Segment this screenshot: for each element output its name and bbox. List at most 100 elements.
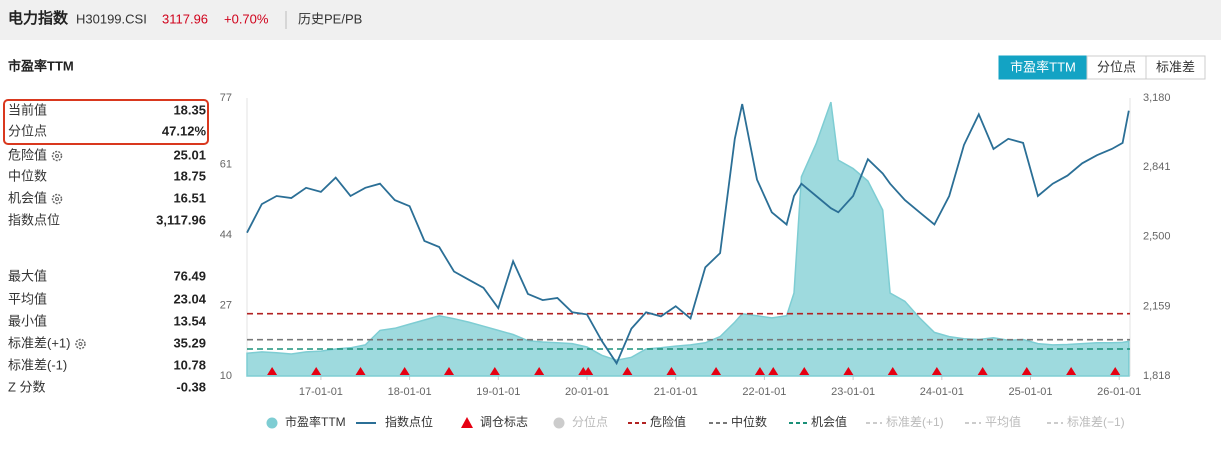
tab-label[interactable]: 市盈率TTM — [1010, 59, 1076, 74]
legend-label[interactable]: 机会值 — [811, 414, 847, 429]
gear-icon[interactable] — [78, 342, 83, 346]
stat-value: 10.78 — [173, 357, 206, 372]
stat-label: 指数点位 — [8, 212, 60, 227]
rebalance-marker — [534, 367, 545, 375]
legend-label[interactable]: 标准差(+1) — [886, 415, 944, 429]
stat-label: 最大值 — [8, 268, 47, 283]
stat-value: 35.29 — [173, 335, 206, 350]
rebalance-marker — [1066, 367, 1077, 375]
stat-value: 76.49 — [173, 268, 206, 283]
rebalance-marker — [355, 367, 366, 375]
tab-button[interactable] — [1145, 55, 1206, 80]
panel — [0, 44, 1221, 447]
y2-tick-label: 2,159 — [1143, 300, 1171, 312]
stat-label: 当前值 — [8, 102, 47, 117]
rebalance-marker — [1021, 367, 1032, 375]
legend-label[interactable]: 调仓标志 — [480, 415, 528, 429]
stat-value: 18.75 — [173, 168, 206, 183]
legend-label[interactable]: 危险值 — [650, 414, 686, 429]
stat-value: 13.54 — [173, 313, 206, 328]
x-tick-label: 17-01-01 — [299, 386, 343, 398]
stat-value: 18.35 — [173, 102, 206, 117]
rebalance-marker — [977, 367, 988, 375]
legend-label[interactable]: 标准差(−1) — [1067, 415, 1125, 429]
x-tick-label: 20-01-01 — [565, 386, 609, 398]
stat-label: 最小值 — [8, 313, 47, 328]
stat-value: 16.51 — [173, 190, 206, 205]
header-bar — [0, 0, 1221, 40]
index-line — [246, 103, 1130, 366]
y-tick-label: 10 — [220, 370, 232, 382]
gear-icon[interactable] — [51, 150, 63, 162]
index-change: +0.70% — [224, 11, 269, 26]
stat-label: 标准差(-1) — [8, 357, 67, 372]
y-tick-label: 61 — [220, 158, 232, 170]
legend-label[interactable]: 指数点位 — [385, 414, 433, 429]
y-tick-label: 27 — [220, 299, 232, 311]
legend-label[interactable]: 平均值 — [985, 414, 1021, 429]
y-tick-label: 44 — [220, 229, 232, 241]
rebalance-marker — [754, 367, 765, 375]
tab-label[interactable]: 标准差 — [1156, 59, 1195, 74]
panel-title: 市盈率TTM — [8, 58, 74, 73]
rebalance-marker — [444, 367, 455, 375]
legend-icon[interactable] — [553, 417, 565, 429]
stat-value: 3,117.96 — [156, 212, 206, 227]
stat-label: Z 分数 — [8, 379, 46, 394]
legend-label[interactable]: 市盈率TTM — [285, 414, 346, 429]
x-tick-label: 23-01-01 — [831, 386, 875, 398]
x-tick-label: 18-01-01 — [388, 386, 432, 398]
stat-label: 平均值 — [8, 291, 47, 306]
rebalance-marker — [1110, 367, 1121, 375]
rebalance-marker — [931, 367, 942, 375]
stat-label: 中位数 — [8, 168, 47, 183]
highlight-box — [3, 99, 209, 145]
y-tick-label: 77 — [220, 92, 232, 104]
stat-value: 23.04 — [173, 291, 206, 306]
rebalance-marker — [887, 367, 898, 375]
y2-tick-label: 3,180 — [1143, 92, 1171, 104]
y2-tick-label: 2,841 — [1143, 161, 1171, 173]
gear-icon[interactable] — [55, 197, 60, 201]
legend-label[interactable]: 中位数 — [731, 414, 767, 429]
stat-label: 危险值 — [8, 147, 47, 162]
y2-tick-label: 1,818 — [1143, 370, 1171, 382]
rebalance-marker — [843, 367, 854, 375]
rebalance-marker — [768, 367, 779, 375]
stat-label: 机会值 — [8, 190, 47, 205]
y2-tick-label: 2,500 — [1143, 231, 1171, 243]
legend-icon[interactable] — [266, 417, 278, 429]
stat-label: 分位点 — [8, 123, 47, 138]
rebalance-marker — [311, 367, 322, 375]
subtitle: 历史PE/PB — [298, 11, 362, 26]
rebalance-marker — [666, 367, 677, 375]
legend-icon[interactable] — [461, 417, 473, 428]
gear-icon[interactable] — [75, 338, 86, 350]
index-price: 3117.96 — [162, 11, 208, 26]
stat-value: -0.38 — [176, 379, 206, 394]
x-tick-label: 21-01-01 — [654, 386, 698, 398]
x-tick-label: 24-01-01 — [920, 386, 964, 398]
gear-icon[interactable] — [55, 154, 60, 158]
rebalance-marker — [267, 367, 278, 375]
gear-icon[interactable] — [51, 193, 63, 205]
rebalance-marker — [622, 367, 633, 375]
rebalance-marker — [711, 367, 722, 375]
stat-label: 标准差(+1) — [8, 335, 70, 350]
stat-value: 25.01 — [173, 147, 206, 162]
x-tick-label: 19-01-01 — [476, 386, 520, 398]
rebalance-marker — [489, 367, 500, 375]
index-code: H30199.CSI — [76, 11, 147, 26]
x-tick-label: 22-01-01 — [742, 386, 786, 398]
rebalance-marker — [583, 367, 594, 375]
pe-area — [246, 101, 1130, 377]
stat-value: 47.12% — [162, 123, 207, 138]
rebalance-marker — [799, 367, 810, 375]
index-title: 电力指数 — [8, 9, 69, 27]
rebalance-marker — [399, 367, 410, 375]
legend-label[interactable]: 分位点 — [572, 414, 608, 429]
tab-label[interactable]: 分位点 — [1097, 59, 1136, 74]
x-tick-label: 26-01-01 — [1097, 386, 1141, 398]
